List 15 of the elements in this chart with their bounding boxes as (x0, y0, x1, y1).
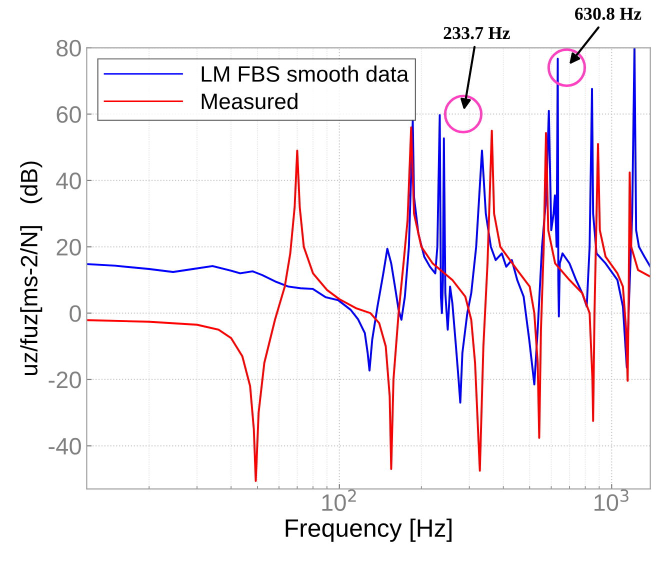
y-tick-label: 80 (56, 40, 81, 57)
x-tick-label: 10$^{3}$ (594, 489, 628, 511)
x-axis-title: Frequency [Hz] (286, 518, 452, 542)
annotation: 233.7 Hz (444, 26, 510, 40)
y-tick-label: -40 (48, 438, 81, 455)
y-tick-label: 0 (70, 305, 81, 322)
annotation: 630.8 Hz (575, 8, 642, 20)
legend-label: LM FBS smooth data (202, 66, 409, 82)
x-tick-label: 10$^{2}$ (322, 489, 356, 511)
y-tick-label: 40 (56, 172, 81, 190)
y-axis-title: uz/fuz[ms-2/N] (dB) (20, 162, 42, 376)
y-tick-label: 60 (56, 106, 81, 123)
y-tick-label: -20 (48, 372, 81, 388)
legend-label: Measured (202, 92, 298, 110)
y-tick-label: 20 (56, 238, 81, 256)
